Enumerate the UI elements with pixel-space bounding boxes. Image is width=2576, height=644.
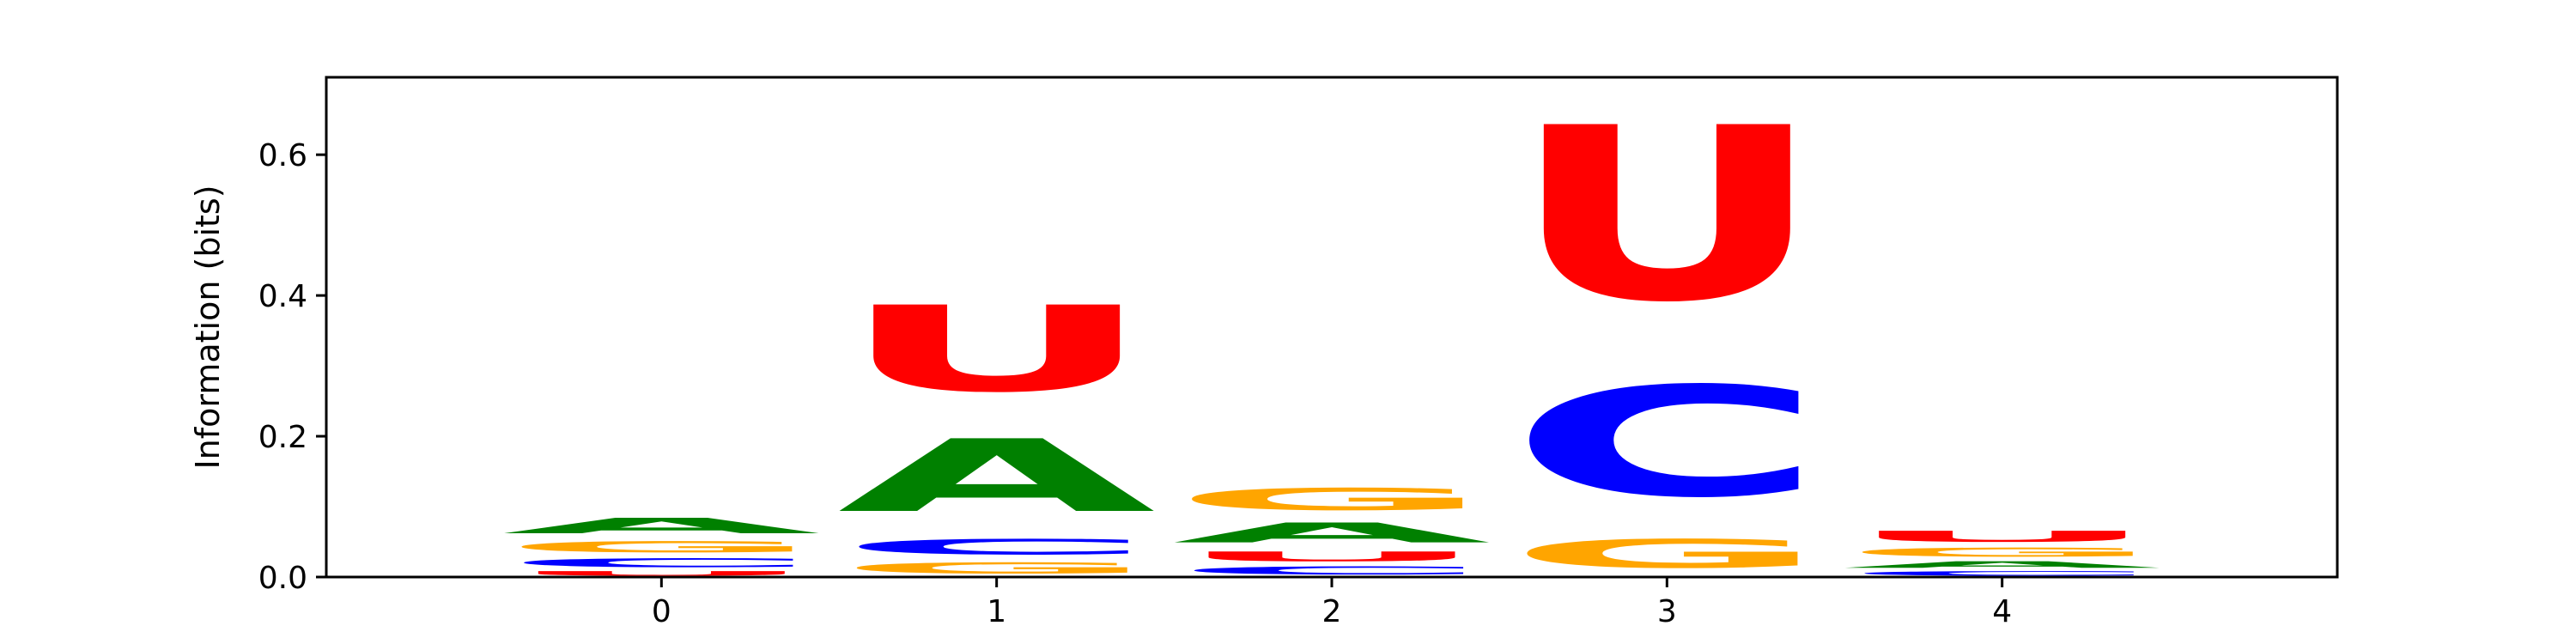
y-axis-label: Information (bits)	[189, 185, 227, 469]
y-tick-label: 0.0	[258, 561, 307, 596]
logo-letter-c: C	[1173, 564, 1492, 577]
x-tick-label: 1	[987, 594, 1006, 629]
y-tick-label: 0.2	[258, 420, 307, 455]
logo-letter-c: C	[837, 535, 1156, 560]
logo-letter-c: C	[1508, 355, 1826, 532]
logo-letter-g: G	[1173, 482, 1492, 517]
logo-letter-c: C	[502, 556, 821, 569]
logo-letter-a: A	[1173, 517, 1494, 549]
logo-letter-u: U	[1843, 528, 2161, 545]
logo-letter-c: C	[1843, 570, 2161, 577]
logo-letter-a: A	[502, 513, 823, 538]
logo-letter-u: U	[502, 570, 821, 577]
logo-letter-g: G	[837, 559, 1156, 576]
x-tick-label: 2	[1322, 594, 1342, 629]
y-axis-ticks: 0.0 0.2 0.4 0.6	[258, 138, 326, 596]
logo-letter-u: U	[837, 281, 1156, 418]
logo-letter-a: A	[1843, 559, 2164, 569]
logo-letter-g: G	[1843, 545, 2161, 559]
y-tick-label: 0.6	[258, 138, 307, 173]
logo-letter-u: U	[1173, 549, 1492, 564]
x-axis-ticks: 0 1 2 3 4	[652, 577, 2012, 629]
logo-letter-g: G	[502, 538, 821, 556]
x-tick-label: 3	[1657, 594, 1677, 629]
x-tick-label: 0	[652, 594, 671, 629]
y-tick-label: 0.4	[258, 279, 307, 314]
logo-letter-a: A	[837, 418, 1158, 534]
logo-letter-g: G	[1508, 532, 1826, 577]
logo-letter-u: U	[1508, 77, 1826, 355]
x-tick-label: 4	[1992, 594, 2012, 629]
